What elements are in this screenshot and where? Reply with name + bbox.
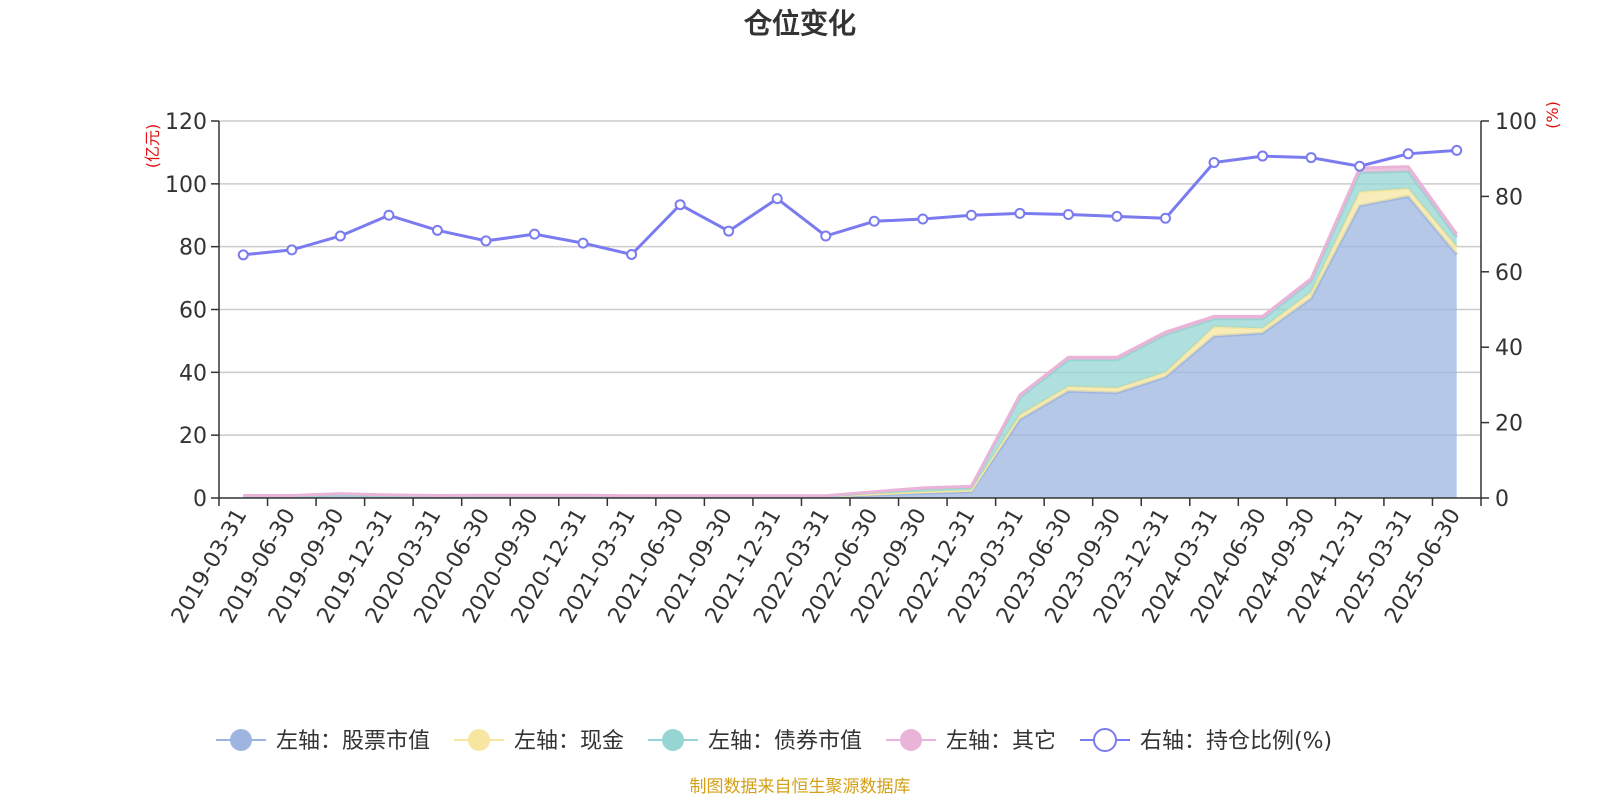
ratio-point	[334, 230, 346, 242]
legend-marker	[662, 729, 684, 751]
right-axis-tick-label: 0	[1495, 487, 1509, 512]
ratio-point	[771, 193, 783, 205]
ratio-point	[1402, 148, 1414, 160]
legend: 左轴：股票市值 左轴：现金 左轴：债券市值 左轴：其它 右轴：持仓比例(%)	[216, 728, 1332, 754]
ratio-point	[917, 213, 929, 225]
right-axis-tick-label: 100	[1495, 110, 1537, 135]
legend-marker	[468, 729, 490, 751]
ratio-point	[431, 224, 443, 236]
ratio-point	[1062, 208, 1074, 220]
ratio-point	[965, 209, 977, 221]
left-axis-tick-label: 0	[193, 487, 207, 512]
left-axis-tick-label: 80	[179, 236, 207, 261]
chart-title: 仓位变化	[744, 7, 856, 40]
right-axis-tick-label: 20	[1495, 412, 1523, 437]
legend-label: 左轴：现金	[514, 729, 624, 754]
ratio-point	[1111, 210, 1123, 222]
ratio-point	[1257, 150, 1269, 162]
source-note: 制图数据来自恒生聚源数据库	[690, 777, 911, 797]
ratio-point	[577, 237, 589, 249]
area-series-line	[243, 165, 1458, 498]
ratio-point	[529, 228, 540, 240]
legend-label: 左轴：股票市值	[276, 729, 430, 754]
ratio-point	[383, 209, 395, 221]
ratio-point	[1354, 160, 1366, 172]
legend-label: 左轴：其它	[946, 729, 1056, 754]
ratio-line-series	[237, 144, 1463, 261]
legend-item: 左轴：债券市值	[648, 729, 862, 754]
ratio-point	[480, 235, 492, 247]
legend-label: 左轴：债券市值	[708, 729, 862, 754]
area-series-fill	[243, 196, 1457, 498]
stacked-areas	[243, 165, 1458, 499]
legend-item: 左轴：现金	[454, 729, 624, 754]
ratio-point	[1160, 212, 1171, 224]
right-axis-tick-label: 80	[1495, 185, 1523, 210]
ratio-point	[868, 215, 880, 227]
ratio-point	[237, 249, 249, 261]
legend-marker	[230, 729, 252, 751]
ratio-point	[1451, 144, 1463, 156]
right-axis-unit: (%)	[1543, 101, 1562, 129]
left-axis-tick-label: 40	[179, 361, 207, 386]
left-axis-unit: (亿元)	[143, 124, 162, 169]
ratio-point	[1014, 207, 1026, 219]
ratio-line	[243, 148, 1457, 257]
right-axis-tick-label: 40	[1495, 336, 1523, 361]
legend-marker	[900, 729, 922, 751]
legend-label: 右轴：持仓比例(%)	[1140, 729, 1332, 754]
ratio-point	[286, 244, 298, 256]
ratio-point	[674, 199, 686, 211]
legend-marker	[1093, 728, 1117, 752]
legend-item: 左轴：股票市值	[216, 729, 430, 754]
ratio-point	[626, 248, 638, 260]
right-axis-tick-label: 60	[1495, 261, 1523, 286]
ratio-point	[1305, 152, 1317, 164]
ratio-point	[1208, 156, 1220, 168]
left-axis-tick-label: 100	[165, 173, 207, 198]
legend-item: 右轴：持仓比例(%)	[1080, 728, 1332, 754]
legend-item: 左轴：其它	[886, 729, 1056, 754]
left-axis-tick-label: 20	[179, 424, 207, 449]
ratio-point	[820, 230, 832, 242]
left-axis-tick-label: 120	[165, 110, 207, 135]
left-axis-tick-label: 60	[179, 299, 207, 324]
ratio-point	[723, 225, 735, 237]
